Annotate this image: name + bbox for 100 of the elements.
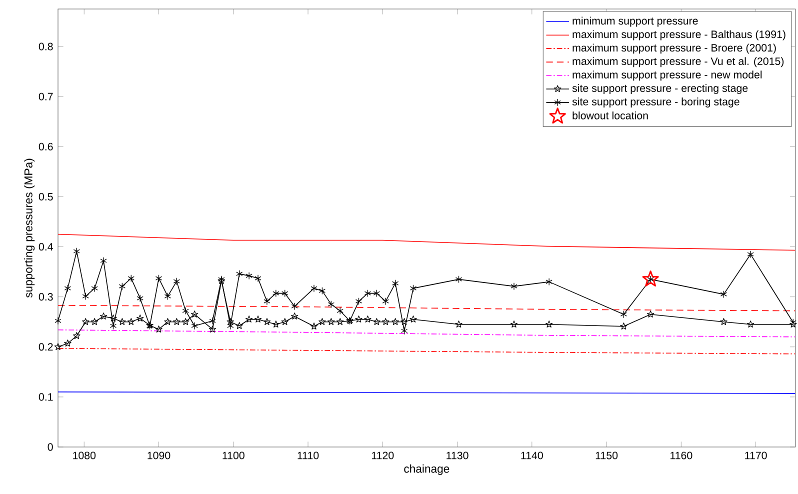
point: [328, 300, 334, 308]
point: [263, 318, 271, 325]
point: [355, 298, 362, 306]
point: [720, 290, 728, 298]
point: [128, 318, 135, 325]
y-tick-label: 0.1: [38, 393, 53, 401]
x-axis-title: chainage: [404, 464, 450, 475]
point: [182, 318, 190, 325]
point: [54, 317, 62, 325]
x-tick-label: 1080: [73, 452, 96, 460]
point: [328, 318, 335, 325]
point: [642, 270, 659, 287]
point: [118, 318, 126, 325]
point: [236, 270, 243, 278]
legend-label: maximum support pressure - Broere (2001): [572, 44, 776, 54]
y-tick-label: 0.7: [38, 92, 53, 100]
y-tick-label: 0.4: [38, 243, 53, 251]
point: [620, 310, 628, 318]
point: [164, 292, 172, 300]
point: [310, 322, 318, 330]
point: [64, 284, 72, 292]
point: [272, 320, 280, 328]
line-series: [58, 329, 796, 338]
point: [254, 316, 262, 322]
x-tick-label: 1130: [446, 452, 468, 460]
point: [100, 312, 108, 320]
point: [272, 290, 280, 298]
x-tick-label: 1110: [298, 452, 319, 460]
point: [620, 322, 628, 330]
x-tick-label: 1140: [521, 452, 543, 460]
y-tick-label: 0.5: [38, 192, 53, 200]
legend-label: site support pressure - boring stage: [572, 98, 740, 108]
point: [110, 322, 117, 330]
point: [318, 318, 326, 325]
legend-label: maximum support pressure - new model: [572, 70, 762, 81]
legend-label: minimum support pressure: [572, 16, 698, 27]
point: [73, 332, 80, 340]
point: [190, 310, 198, 318]
point: [173, 318, 180, 325]
legend-label: site support pressure - erecting stage: [572, 84, 748, 94]
point: [90, 318, 98, 325]
point: [392, 280, 399, 288]
point: [546, 278, 552, 286]
point: [410, 316, 417, 322]
point: [100, 256, 107, 265]
point: [310, 284, 318, 292]
point: [264, 298, 270, 306]
y-tick-label: 0.8: [38, 42, 53, 50]
point: [510, 282, 518, 290]
legend-label: blowout location: [572, 111, 648, 120]
point: [226, 318, 234, 325]
line-series: [58, 234, 796, 251]
point: [254, 274, 262, 282]
point: [236, 322, 243, 329]
x-tick-label: 1150: [596, 452, 618, 460]
point: [364, 316, 372, 322]
point: [382, 298, 389, 306]
point: [747, 250, 754, 258]
point: [392, 318, 399, 325]
point: [373, 318, 380, 325]
point: [410, 284, 417, 292]
point: [282, 290, 288, 298]
point: [118, 282, 126, 290]
point: [455, 320, 462, 328]
point: [720, 318, 728, 325]
y-tick-label: 0.3: [38, 293, 53, 301]
point: [182, 307, 189, 315]
point: [318, 287, 326, 295]
legend-label: maximum support pressure - Balthaus (1991): [572, 30, 786, 40]
point: [155, 274, 162, 282]
point: [227, 322, 234, 330]
y-tick-label: 0: [48, 443, 53, 451]
point: [128, 274, 134, 282]
point: [246, 272, 252, 280]
x-tick-label: 1160: [670, 452, 692, 460]
y-axis-title: supporting pressures (MPa): [24, 158, 35, 298]
point: [191, 322, 198, 330]
x-tick-label: 1120: [372, 452, 394, 460]
point: [382, 318, 390, 325]
point: [91, 284, 98, 292]
point: [400, 327, 408, 335]
point: [245, 316, 253, 322]
point: [82, 318, 90, 325]
point: [746, 320, 754, 328]
point: [291, 302, 298, 310]
point: [364, 290, 372, 298]
point: [136, 294, 144, 302]
point: [155, 326, 162, 333]
point: [336, 307, 344, 315]
point: [355, 316, 362, 322]
point: [290, 312, 298, 320]
point: [281, 318, 289, 325]
point: [400, 318, 408, 325]
point: [510, 320, 518, 328]
point: [136, 314, 144, 322]
y-tick-label: 0.2: [38, 343, 53, 351]
point: [82, 292, 89, 300]
y-tick-label: 0.6: [38, 142, 53, 150]
point: [164, 318, 172, 325]
point: [54, 343, 62, 350]
